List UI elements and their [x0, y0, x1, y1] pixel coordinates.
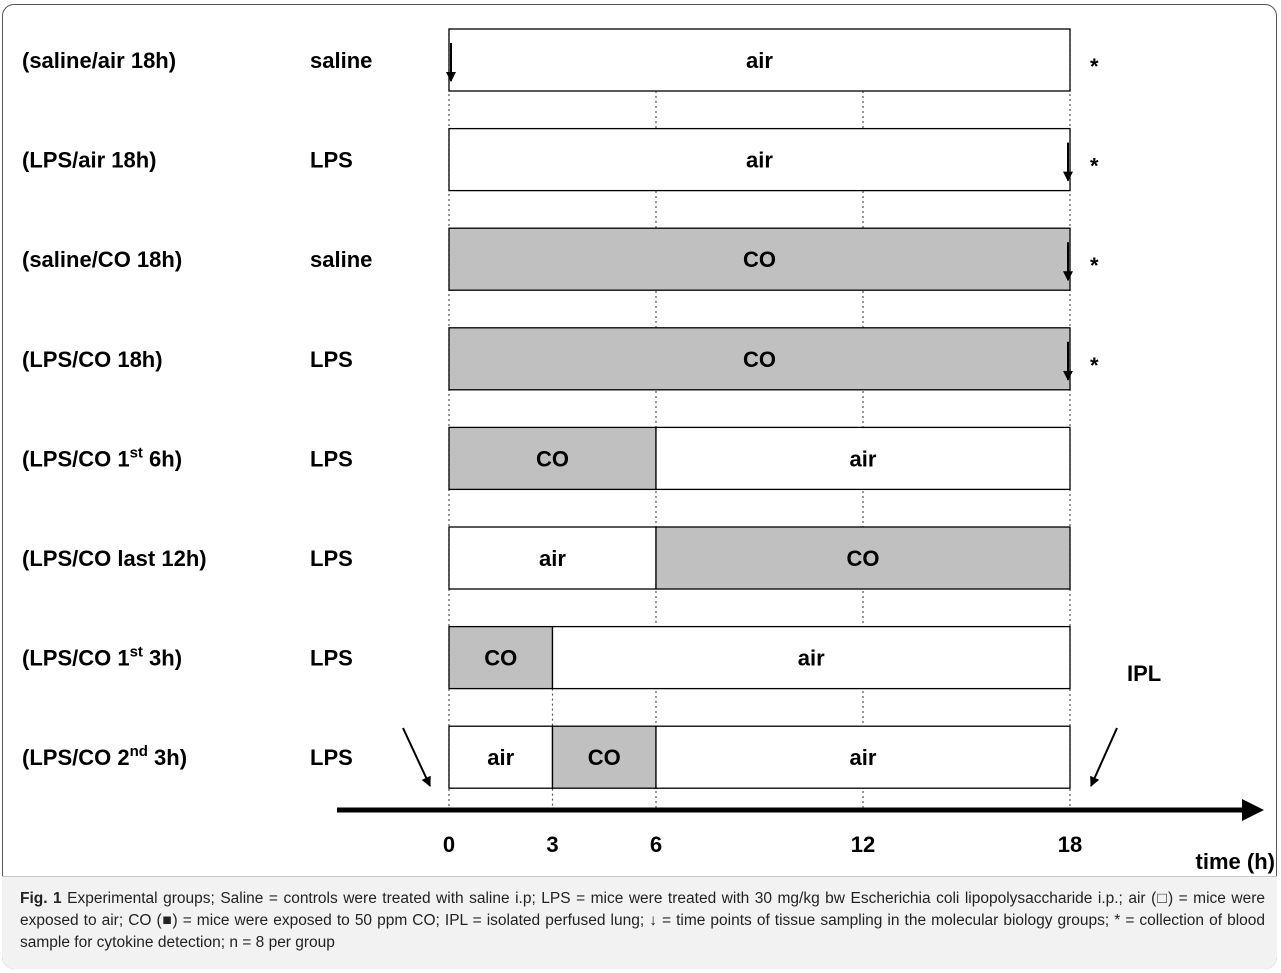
- group-name: (LPS/CO 1st 6h): [22, 444, 182, 471]
- segment-co: [448, 327, 1071, 391]
- figure-caption: Fig. 1 Experimental groups; Saline = con…: [20, 888, 1265, 954]
- time-axis: IPL 0 3 6 12 18 time (h): [337, 661, 1275, 874]
- segment-label: CO: [743, 247, 776, 272]
- x-axis-label: time (h): [1196, 849, 1275, 874]
- treatment-label: LPS: [310, 646, 353, 671]
- group-name: (saline/CO 18h): [22, 247, 182, 272]
- group-row: (LPS/CO 18h) LPS CO *: [22, 327, 1099, 391]
- group-row: (LPS/CO 2nd 3h) LPS air CO air: [22, 725, 1071, 789]
- segment-co: [448, 227, 1071, 291]
- treatment-label: saline: [310, 48, 372, 73]
- tick-label-3: 3: [546, 832, 558, 857]
- timeline-diagram: (saline/air 18h) saline air * (LPS/air 18h) L…: [22, 28, 1275, 874]
- tick-label-6: 6: [650, 832, 662, 857]
- group-row: (LPS/air 18h) LPS air *: [22, 127, 1099, 192]
- segment-label: air: [850, 446, 877, 471]
- group-name: (LPS/CO 18h): [22, 347, 163, 372]
- segment-air: [448, 127, 1071, 192]
- group-row: (LPS/CO last 12h) LPS air CO: [22, 526, 1071, 590]
- blood-sample-star: *: [1090, 154, 1099, 179]
- tick-label-12: 12: [851, 832, 875, 857]
- group-row: (LPS/CO 1st 3h) LPS CO air: [22, 625, 1071, 690]
- tick-label-0: 0: [443, 832, 455, 857]
- segment-label: CO: [847, 546, 880, 571]
- treatment-label: LPS: [310, 546, 353, 571]
- treatment-label: LPS: [310, 446, 353, 471]
- segment-label: air: [746, 48, 773, 73]
- group-name: (LPS/CO last 12h): [22, 546, 207, 571]
- blood-sample-star: *: [1090, 253, 1099, 278]
- segment-air: [448, 28, 1071, 92]
- segment-air: [655, 426, 1071, 491]
- tick-label-18: 18: [1058, 832, 1082, 857]
- segment-label: CO: [588, 745, 621, 770]
- treatment-label: LPS: [310, 148, 353, 173]
- group-rows: (saline/air 18h) saline air * (LPS/air 18h) L…: [22, 28, 1099, 789]
- segment-label: CO: [743, 347, 776, 372]
- segment-co: [655, 526, 1071, 590]
- segment-label: CO: [536, 446, 569, 471]
- segment-co: [551, 725, 657, 789]
- segment-label: air: [487, 745, 514, 770]
- ipl-arrow-right: [1090, 727, 1118, 787]
- blood-sample-star: *: [1090, 54, 1099, 79]
- segment-label: air: [746, 148, 773, 173]
- segment-label: air: [798, 646, 825, 671]
- segment-co: [448, 625, 554, 690]
- treatment-label: saline: [310, 247, 372, 272]
- segment-air: [655, 725, 1071, 789]
- blood-sample-star: *: [1090, 353, 1099, 378]
- caption-text: Experimental groups; Saline = controls w…: [20, 890, 1265, 951]
- segment-label: air: [850, 745, 877, 770]
- group-row: (saline/CO 18h) saline CO *: [22, 227, 1099, 291]
- group-name: (saline/air 18h): [22, 48, 176, 73]
- group-name: (LPS/CO 2nd 3h): [22, 743, 187, 770]
- segment-label: air: [539, 546, 566, 571]
- treatment-label: LPS: [310, 745, 353, 770]
- treatment-label: LPS: [310, 347, 353, 372]
- caption-label: Fig. 1: [20, 890, 62, 907]
- ipl-arrow-left: [402, 727, 431, 787]
- group-row: (saline/air 18h) saline air *: [22, 28, 1099, 92]
- segment-label: CO: [484, 646, 517, 671]
- group-name: (LPS/air 18h): [22, 148, 156, 173]
- time-axis-arrowhead: [1242, 799, 1264, 821]
- caption-band: [2, 876, 1277, 969]
- group-name: (LPS/CO 1st 3h): [22, 644, 182, 671]
- segment-air: [448, 725, 554, 789]
- group-row: (LPS/CO 1st 6h) LPS CO air: [22, 426, 1071, 491]
- ipl-label: IPL: [1127, 661, 1161, 686]
- segment-air: [551, 625, 1071, 690]
- segment-air: [448, 526, 657, 590]
